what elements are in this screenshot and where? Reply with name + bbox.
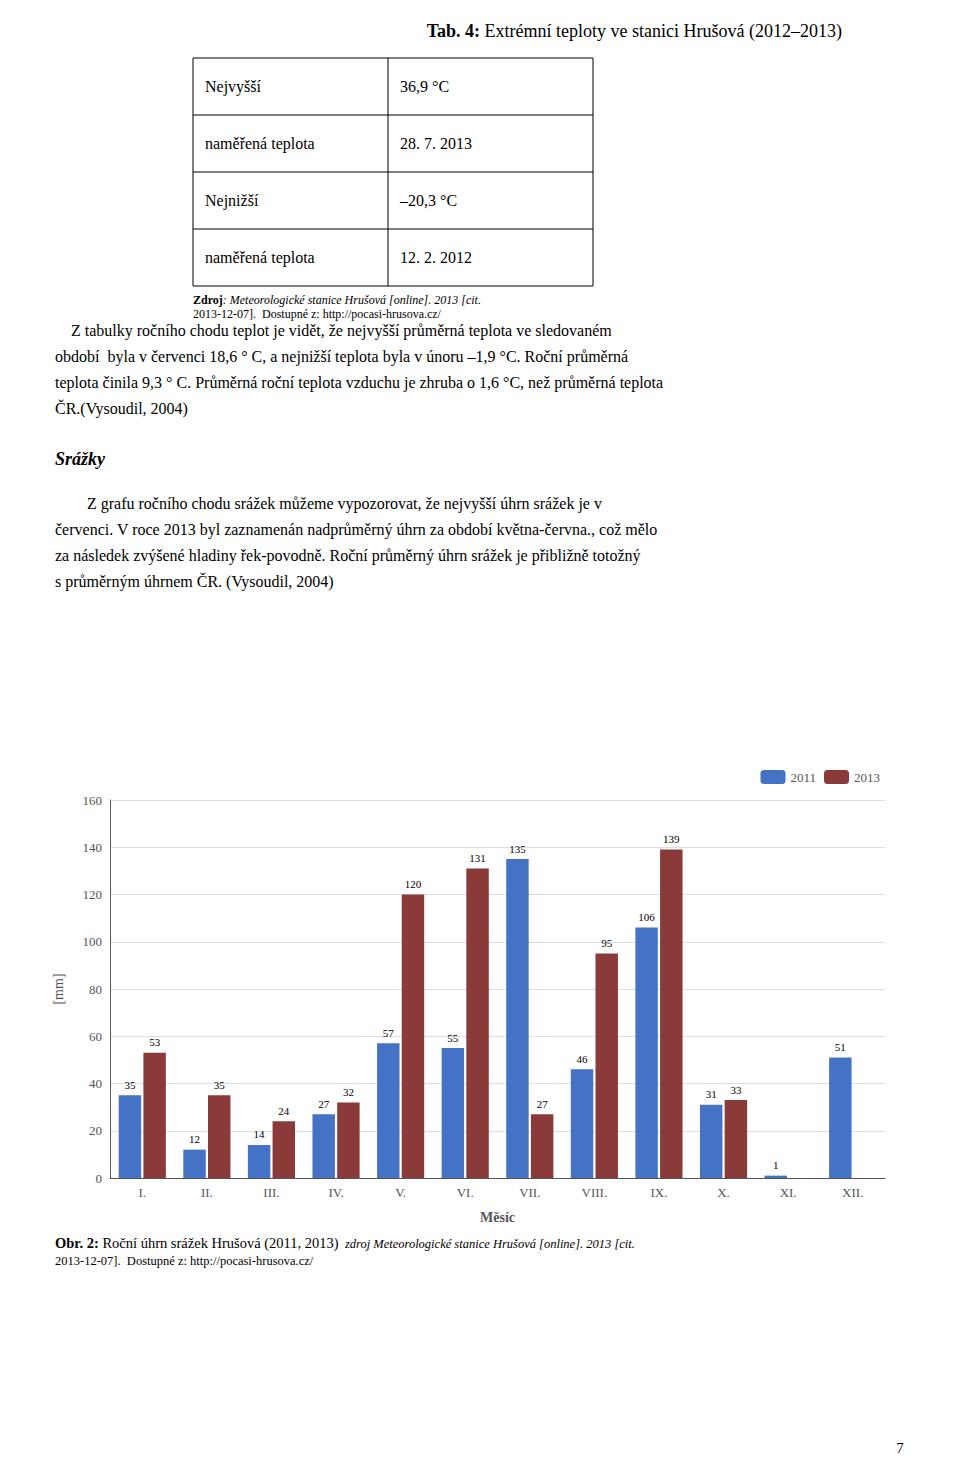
svg-text:Obr. 2:: Obr. 2: — [55, 1235, 99, 1251]
svg-text:40: 40 — [89, 1076, 102, 1091]
svg-text:95: 95 — [601, 937, 613, 949]
svg-text:XI.: XI. — [780, 1185, 797, 1200]
svg-text:7: 7 — [896, 1440, 904, 1456]
svg-text:VII.: VII. — [519, 1185, 540, 1200]
svg-text:s průměrným úhrnem ČR. (Vysoud: s průměrným úhrnem ČR. (Vysoudil, 2004) — [55, 572, 334, 591]
svg-text:2013-12-07]. Dostupné z: http: 2013-12-07]. Dostupné z: http://pocasi-h… — [193, 307, 442, 321]
svg-text:Tab. 4:: Tab. 4: — [427, 21, 480, 41]
svg-text:V.: V. — [395, 1185, 406, 1200]
svg-text:131: 131 — [469, 852, 486, 864]
svg-text:IX.: IX. — [650, 1185, 667, 1200]
svg-text:teplota činila 9,3 ° C. Průměr: teplota činila 9,3 ° C. Průměrná roční t… — [55, 374, 663, 392]
svg-text:20: 20 — [89, 1123, 102, 1138]
svg-text:2013: 2013 — [854, 770, 880, 785]
svg-text:60: 60 — [89, 1029, 102, 1044]
svg-text:Z tabulky ročního chodu teplot: Z tabulky ročního chodu teplot je vidět,… — [55, 322, 612, 340]
svg-text:X.: X. — [717, 1185, 730, 1200]
svg-text:33: 33 — [730, 1084, 742, 1096]
svg-text:2011: 2011 — [790, 770, 816, 785]
svg-text:24: 24 — [278, 1105, 290, 1117]
svg-text:Extrémní teploty ve stanici Hr: Extrémní teploty ve stanici Hrušová (201… — [480, 21, 842, 42]
svg-text:51: 51 — [835, 1041, 846, 1053]
svg-text:červenci. V roce 2013 byl zazn: červenci. V roce 2013 byl zaznamenán nad… — [55, 521, 657, 539]
svg-text:2013-12-07]. Dostupné z: http: 2013-12-07]. Dostupné z: http://pocasi-h… — [55, 1254, 314, 1268]
svg-text:27: 27 — [318, 1098, 330, 1110]
svg-text:46: 46 — [577, 1053, 589, 1065]
svg-text:160: 160 — [83, 793, 103, 808]
svg-text:140: 140 — [83, 840, 103, 855]
svg-text:0: 0 — [96, 1171, 103, 1186]
svg-text:36,9 °C: 36,9 °C — [400, 78, 449, 95]
svg-text:106: 106 — [638, 911, 655, 923]
svg-text:27: 27 — [537, 1098, 549, 1110]
svg-text:32: 32 — [343, 1086, 354, 1098]
svg-text:naměřená teplota: naměřená teplota — [205, 249, 315, 267]
svg-text:Nejvyšší: Nejvyšší — [205, 78, 262, 96]
svg-text:: Meteorologické stanice Hrušo: : Meteorologické stanice Hrušová [online… — [223, 293, 481, 307]
svg-text:III.: III. — [263, 1185, 279, 1200]
svg-text:XII.: XII. — [842, 1185, 863, 1200]
svg-text:139: 139 — [663, 833, 680, 845]
svg-text:Srážky: Srážky — [55, 449, 106, 469]
svg-text:Roční úhrn srážek Hrušová (201: Roční úhrn srážek Hrušová (2011, 2013) — [99, 1235, 339, 1252]
svg-text:135: 135 — [509, 843, 526, 855]
svg-text:12: 12 — [189, 1133, 200, 1145]
svg-text:35: 35 — [214, 1079, 226, 1091]
svg-text:VI.: VI. — [457, 1185, 474, 1200]
svg-text:za následek zvýšené hladiny ře: za následek zvýšené hladiny řek-povodně.… — [55, 547, 641, 565]
svg-text:období byla v červenci 18,6 °: období byla v červenci 18,6 ° C, a nejni… — [55, 348, 628, 366]
svg-text:Zdroj: Zdroj — [193, 293, 223, 307]
svg-text:Nejnižší: Nejnižší — [205, 192, 259, 210]
svg-text:80: 80 — [89, 982, 102, 997]
svg-text:100: 100 — [83, 934, 103, 949]
svg-text:Z grafu ročního chodu srážek m: Z grafu ročního chodu srážek můžeme vypo… — [55, 495, 602, 513]
svg-text:120: 120 — [405, 878, 422, 890]
svg-text:naměřená teplota: naměřená teplota — [205, 135, 315, 153]
svg-text:35: 35 — [124, 1079, 136, 1091]
svg-text:[mm]: [mm] — [51, 973, 66, 1004]
svg-text:12. 2. 2012: 12. 2. 2012 — [400, 249, 472, 266]
svg-text:ČR.(Vysoudil, 2004): ČR.(Vysoudil, 2004) — [55, 399, 188, 418]
svg-text:VIII.: VIII. — [582, 1185, 608, 1200]
svg-text:II.: II. — [201, 1185, 213, 1200]
svg-text:53: 53 — [149, 1036, 161, 1048]
svg-text:Měsíc: Měsíc — [480, 1210, 515, 1225]
svg-text:1: 1 — [773, 1159, 779, 1171]
svg-text:–20,3 °C: –20,3 °C — [399, 192, 457, 209]
svg-text:120: 120 — [83, 887, 103, 902]
svg-text:zdroj Meteorologické stanice H: zdroj Meteorologické stanice Hrušová [on… — [339, 1237, 635, 1251]
svg-text:14: 14 — [254, 1128, 266, 1140]
svg-text:57: 57 — [383, 1027, 395, 1039]
svg-text:28. 7. 2013: 28. 7. 2013 — [400, 135, 472, 152]
svg-text:IV.: IV. — [328, 1185, 343, 1200]
svg-text:55: 55 — [447, 1032, 459, 1044]
svg-text:31: 31 — [706, 1088, 717, 1100]
svg-text:I.: I. — [138, 1185, 146, 1200]
